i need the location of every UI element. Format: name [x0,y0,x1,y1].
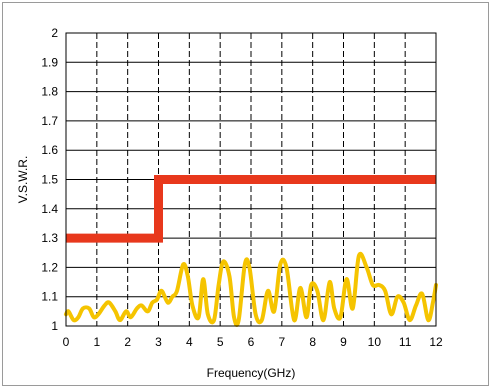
x-tick-label: 3 [155,335,162,349]
y-axis-label: V.S.W.R. [16,156,30,204]
x-tick-label: 1 [93,335,100,349]
y-tick-label: 1 [51,319,58,333]
x-axis-label: Frequency(GHz) [207,366,296,380]
x-tick-label: 6 [248,335,255,349]
x-tick-label: 10 [368,335,382,349]
y-tick-label: 2 [51,26,58,40]
x-tick-label: 7 [278,335,285,349]
x-tick-label: 12 [429,335,443,349]
y-tick-label: 1.6 [41,143,58,157]
series-line-spec-limit [66,175,436,243]
y-tick-label: 1.2 [41,260,58,274]
x-tick-label: 4 [186,335,193,349]
x-axis-ticks: 0 1 2 3 4 5 6 7 8 9 10 11 12 [63,335,443,349]
y-tick-label: 1.1 [41,290,58,304]
series-layer [64,175,438,328]
y-tick-label: 1.8 [41,85,58,99]
y-tick-label: 1.5 [41,173,58,187]
y-tick-label: 1.7 [41,114,58,128]
x-tick-label: 8 [309,335,316,349]
y-tick-label: 1.3 [41,231,58,245]
x-tick-label: 0 [63,335,70,349]
y-tick-label: 1.9 [41,55,58,69]
plot-area-border [65,32,437,327]
x-tick-label: 5 [217,335,224,349]
x-tick-label: 9 [340,335,347,349]
x-tick-label: 11 [399,335,412,349]
y-axis-ticks: 1 1.1 1.2 1.3 1.4 1.5 1.6 1.7 1.8 1.9 2 [41,26,58,333]
x-tick-label: 2 [124,335,131,349]
series-line-measured [64,251,438,328]
y-tick-label: 1.4 [41,202,58,216]
